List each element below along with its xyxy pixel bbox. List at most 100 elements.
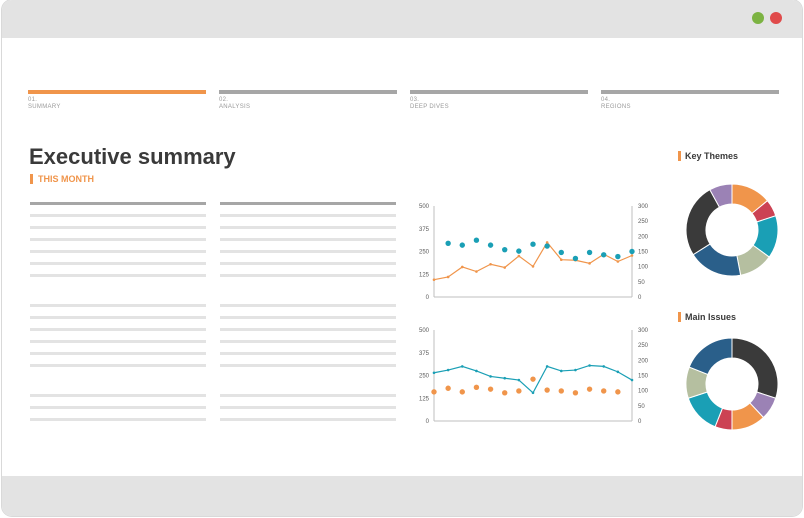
- y-tick-right: 50: [638, 280, 645, 286]
- scatter-point: [586, 249, 593, 256]
- line-point: [460, 365, 464, 368]
- window-control-green[interactable]: [752, 12, 764, 24]
- line-point: [460, 265, 464, 269]
- line-point: [517, 378, 521, 382]
- line-point: [545, 365, 549, 368]
- line-point: [432, 278, 436, 282]
- step-progress-bar: [601, 90, 779, 94]
- text-line: [220, 274, 396, 277]
- line-point: [588, 364, 591, 367]
- text-line: [30, 262, 206, 265]
- y-tick-left: 250: [419, 374, 430, 380]
- y-tick-right: 250: [638, 343, 649, 349]
- scatter-point: [487, 386, 494, 392]
- key-themes-title: Key Themes: [678, 151, 738, 161]
- text-line: [220, 304, 396, 307]
- line-point: [517, 254, 521, 258]
- line-chart-bottom: 500 375 250 125 0 300 250 200 150 100 50 0: [402, 322, 660, 430]
- y-tick-right: 300: [638, 328, 649, 334]
- step-summary[interactable]: 01. SUMMARY: [28, 90, 206, 111]
- scatter-point: [558, 388, 564, 394]
- line-point: [545, 241, 549, 244]
- scatter-point: [473, 384, 480, 391]
- text-column-right: [220, 202, 396, 430]
- text-line: [30, 352, 206, 355]
- scatter-point: [530, 376, 536, 382]
- y-tick-left: 375: [419, 227, 430, 233]
- text-line: [30, 328, 206, 331]
- page-subtitle: THIS MONTH: [30, 174, 94, 184]
- text-line: [30, 250, 206, 253]
- scatter-point: [544, 387, 550, 393]
- step-analysis[interactable]: 02. ANALYSIS: [219, 90, 397, 111]
- scatter-point: [516, 388, 522, 394]
- line-point: [588, 262, 591, 265]
- text-line: [220, 340, 396, 343]
- y-tick-right: 200: [638, 358, 649, 364]
- step-regions[interactable]: 04. REGIONS: [601, 90, 779, 111]
- line-point: [630, 254, 634, 257]
- text-line: [30, 304, 206, 307]
- donut-slice: [685, 189, 721, 256]
- y-tick-left: 375: [419, 351, 430, 357]
- scatter-point: [530, 241, 536, 247]
- line-point: [503, 266, 507, 269]
- line-point: [446, 368, 450, 372]
- footer-bar: [2, 476, 802, 516]
- donut-slice: [709, 183, 733, 208]
- line-point: [475, 369, 478, 373]
- line-point: [475, 270, 478, 273]
- text-line: [30, 406, 206, 409]
- step-progress-bar: [219, 90, 397, 94]
- page-title: Executive summary: [29, 144, 236, 169]
- step-label: DEEP DIVES: [410, 104, 449, 110]
- text-line: [220, 352, 396, 355]
- scatter-point: [572, 255, 579, 262]
- y-tick-right: 100: [638, 265, 649, 271]
- line-point: [531, 391, 535, 395]
- scatter-point: [572, 390, 579, 396]
- text-line: [220, 328, 396, 331]
- text-line: [30, 214, 206, 217]
- y-tick-left: 250: [419, 250, 430, 256]
- step-number: 03.: [410, 97, 420, 103]
- scatter-point: [615, 253, 621, 260]
- scatter-point: [544, 243, 550, 249]
- text-line: [220, 394, 396, 397]
- text-line: [30, 274, 206, 277]
- donut-slice: [687, 391, 724, 428]
- series-line: [433, 241, 633, 281]
- y-tick-left: 0: [426, 295, 430, 301]
- step-label: ANALYSIS: [219, 104, 251, 110]
- key-themes-donut-svg: [685, 183, 779, 277]
- scatter-point: [502, 246, 508, 253]
- step-progress-bar: [28, 90, 206, 94]
- scatter-point: [601, 388, 607, 394]
- scatter-point: [502, 390, 508, 396]
- step-deep-dives[interactable]: 03. DEEP DIVES: [410, 90, 588, 111]
- donut-slice: [688, 337, 733, 376]
- scatter-point: [586, 386, 593, 392]
- main-issues-donut-svg: [685, 337, 779, 431]
- scatter-point: [601, 252, 607, 258]
- line-point: [559, 369, 563, 373]
- line-point: [616, 370, 620, 374]
- scatter-point: [445, 240, 451, 247]
- y-tick-right: 100: [638, 389, 649, 395]
- donut-slice: [731, 337, 779, 399]
- y-tick-right: 250: [638, 219, 649, 225]
- scatter-point: [558, 249, 564, 256]
- text-line: [30, 316, 206, 319]
- line-point: [616, 260, 620, 263]
- text-line: [30, 364, 206, 367]
- y-tick-right: 300: [638, 204, 649, 210]
- line-point: [574, 368, 577, 372]
- window-control-red[interactable]: [770, 12, 782, 24]
- step-number: 02.: [219, 97, 229, 103]
- step-number: 01.: [28, 97, 38, 103]
- step-label: SUMMARY: [28, 104, 61, 110]
- y-tick-right: 150: [638, 374, 649, 380]
- scatter-point: [629, 248, 635, 255]
- text-line: [30, 238, 206, 241]
- text-line: [220, 262, 396, 265]
